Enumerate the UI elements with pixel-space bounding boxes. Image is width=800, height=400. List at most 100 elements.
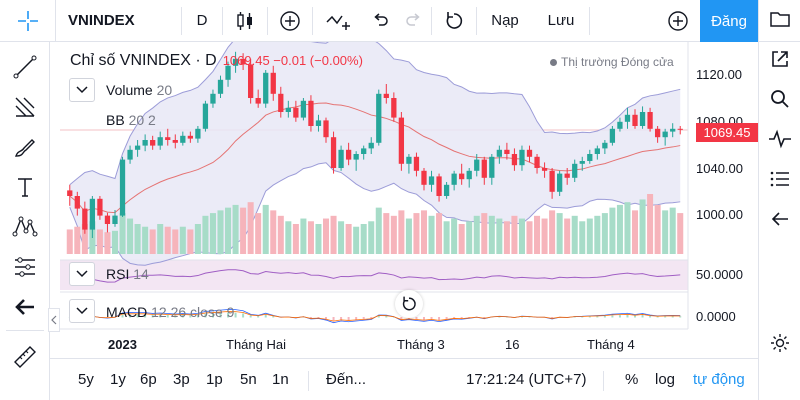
macd-histogram-bar	[634, 315, 637, 318]
log-scale-button[interactable]: log	[655, 371, 676, 388]
volume-indicator-label[interactable]: Volume 20	[106, 82, 172, 98]
load-layout-button[interactable]: Nạp	[491, 12, 519, 29]
collapse-panel-button[interactable]	[763, 204, 797, 234]
fib-tool[interactable]	[8, 92, 42, 122]
toolbar-divider	[589, 6, 590, 35]
volume-bar	[330, 215, 337, 254]
macd-histogram-bar	[656, 316, 659, 318]
rsi-collapse-button[interactable]	[69, 262, 95, 286]
candle-body	[602, 142, 608, 149]
volume-bar	[398, 210, 405, 254]
forecast-tool[interactable]	[8, 252, 42, 282]
back-tool[interactable]	[8, 292, 42, 322]
indicators-button[interactable]	[313, 0, 363, 42]
search-button[interactable]	[763, 84, 797, 114]
volume-bar	[164, 226, 171, 254]
candle-body	[391, 98, 397, 118]
collapse-toolbar-button[interactable]	[48, 308, 60, 332]
macd-histogram-bar	[211, 313, 214, 318]
candle-body	[428, 176, 435, 185]
text-tool[interactable]	[8, 172, 42, 202]
add-button[interactable]	[658, 0, 698, 42]
settings-button[interactable]	[763, 328, 797, 358]
bb-param: 20 2	[128, 112, 156, 128]
macd-histogram-bar	[234, 312, 237, 318]
chart-type-button[interactable]	[223, 0, 267, 42]
macd-collapse-button[interactable]	[69, 299, 95, 323]
volume-name: Volume	[106, 82, 153, 98]
object-list-button[interactable]	[763, 164, 797, 194]
macd-histogram-bar	[445, 317, 448, 320]
undo-button[interactable]	[363, 0, 397, 42]
save-layout-button[interactable]: Lưu	[547, 12, 575, 29]
pulse-button[interactable]	[763, 124, 797, 154]
watchlist-button[interactable]	[763, 4, 797, 34]
interval-button[interactable]: D	[196, 12, 208, 29]
macd-histogram-bar	[340, 317, 343, 320]
range-3m-button[interactable]: 3p	[173, 371, 190, 388]
login-button[interactable]: Đăng	[700, 0, 758, 42]
volume-bar	[240, 207, 247, 254]
timezone-clock[interactable]: 17:21:24 (UTC+7)	[466, 371, 587, 388]
volume-bar	[526, 221, 533, 254]
range-5d-button[interactable]: 5n	[240, 371, 257, 388]
goto-date-button[interactable]: Đến...	[326, 371, 367, 388]
redo-button[interactable]	[397, 0, 431, 42]
macd-histogram-bar	[641, 314, 644, 318]
rsi-line	[69, 269, 681, 283]
range-5y-button[interactable]: 5y	[78, 371, 94, 388]
candle-body	[134, 145, 141, 150]
crosshair-tool[interactable]	[0, 0, 56, 42]
macd-indicator-label[interactable]: MACD 12 26 close 9	[106, 304, 234, 320]
open-external-button[interactable]	[763, 44, 797, 74]
pattern-tool[interactable]	[8, 212, 42, 242]
range-1m-button[interactable]: 1p	[206, 371, 223, 388]
macd-histogram-bar	[430, 317, 433, 320]
price-chart[interactable]	[60, 42, 758, 358]
volume-bar	[609, 207, 616, 254]
percent-scale-button[interactable]: %	[625, 371, 639, 388]
candle-body	[353, 154, 359, 160]
range-1d-button[interactable]: 1n	[272, 371, 289, 388]
macd-histogram-bar	[166, 315, 169, 318]
trend-line-icon	[13, 55, 37, 79]
macd-histogram-bar	[332, 317, 335, 321]
external-link-icon	[772, 51, 788, 67]
symbol-search-button[interactable]: VNINDEX	[68, 12, 135, 29]
left-drawing-toolbar	[0, 42, 50, 400]
auto-scale-button[interactable]: tự động	[693, 371, 745, 388]
bb-indicator-label[interactable]: BB 20 2	[106, 112, 156, 128]
macd-histogram-bar	[618, 315, 621, 318]
chevron-down-icon	[76, 270, 88, 278]
chevron-left-icon	[51, 315, 57, 325]
reset-scale-button[interactable]	[395, 290, 423, 318]
volume-bar	[488, 215, 495, 254]
measure-tool[interactable]	[8, 342, 42, 372]
range-1y-button[interactable]: 1y	[110, 371, 126, 388]
volume-param: 20	[156, 82, 173, 98]
bb-lower-line	[69, 162, 681, 266]
compare-button[interactable]	[268, 0, 312, 42]
candle-body	[451, 173, 457, 185]
candle-body	[232, 58, 239, 66]
macd-histogram-bar	[626, 314, 629, 318]
candle-body	[104, 215, 111, 224]
toggle-legend-button[interactable]	[69, 78, 95, 102]
volume-bar	[255, 213, 262, 254]
candle-body	[481, 159, 487, 178]
bb-name: BB	[106, 112, 125, 128]
volume-bar	[458, 224, 465, 254]
reset-chart-button[interactable]	[432, 0, 476, 42]
macd-histogram-bar	[483, 317, 486, 319]
brush-tool[interactable]	[8, 132, 42, 162]
volume-bar	[96, 229, 103, 254]
macd-histogram-bar	[649, 315, 652, 318]
bb-upper-line	[69, 42, 681, 186]
trend-line-tool[interactable]	[8, 52, 42, 82]
rsi-indicator-label[interactable]: RSI 14	[106, 266, 149, 282]
macd-histogram-bar	[528, 316, 531, 318]
text-icon	[18, 178, 32, 197]
volume-bar	[571, 215, 578, 254]
range-6m-button[interactable]: 6p	[140, 371, 157, 388]
toolbar-divider	[267, 6, 268, 35]
